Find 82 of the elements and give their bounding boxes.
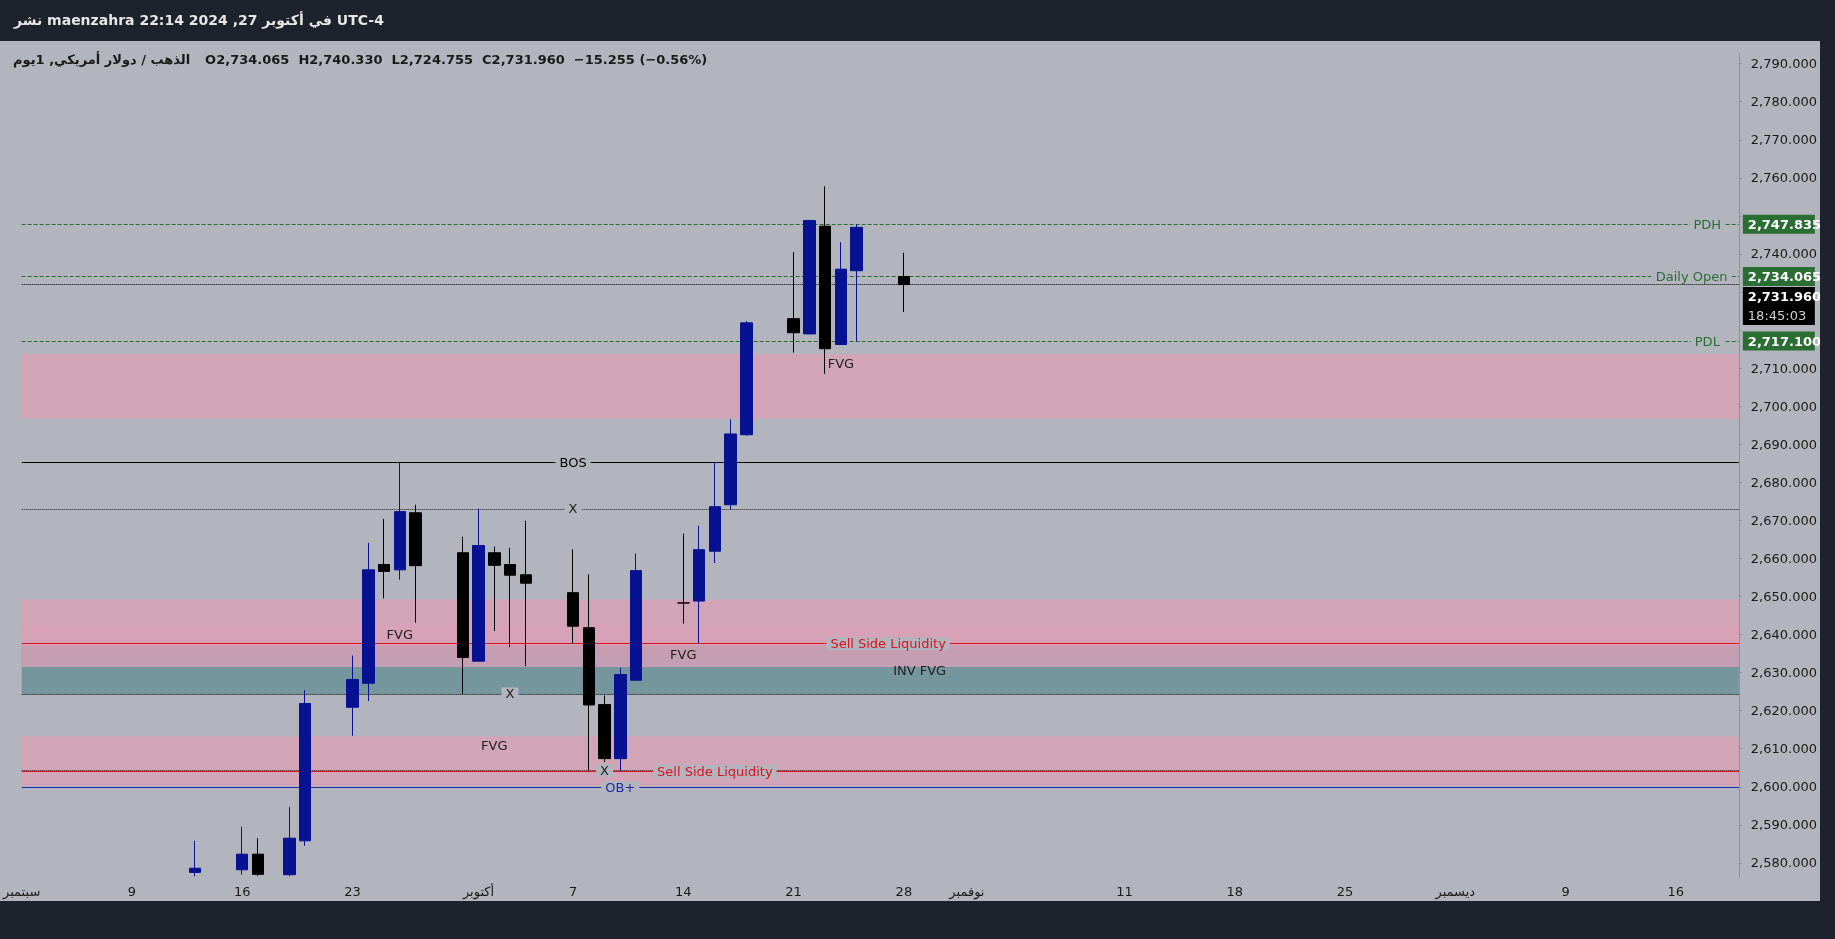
annotation: PDL bbox=[1694, 333, 1721, 349]
candlestick bbox=[362, 542, 375, 702]
y-tick-label: 2,740.000 bbox=[1750, 246, 1818, 262]
candlestick bbox=[252, 837, 264, 877]
y-tick-label: 2,670.000 bbox=[1750, 512, 1818, 528]
annotation: FVG bbox=[386, 626, 413, 642]
candlestick bbox=[472, 508, 485, 662]
candlestick bbox=[299, 689, 311, 847]
x-tick-label: 7 bbox=[568, 884, 578, 899]
annotation: FVG bbox=[827, 356, 855, 372]
candlestick bbox=[520, 520, 532, 667]
annotation: Sell Side Liquidity bbox=[657, 763, 773, 779]
candlestick bbox=[378, 518, 390, 599]
candlestick bbox=[236, 826, 248, 876]
candlestick bbox=[614, 667, 627, 772]
annotation: BOS bbox=[559, 454, 587, 470]
annotation: FVG bbox=[670, 647, 697, 663]
y-tick-label: 2,600.000 bbox=[1750, 779, 1818, 795]
x-tick-label: 16 bbox=[1667, 884, 1685, 899]
annotation: X bbox=[505, 686, 515, 702]
candlestick bbox=[488, 546, 501, 632]
x-tick-label: سبتمبر bbox=[2, 884, 41, 900]
candlestick bbox=[409, 504, 422, 624]
candlestick bbox=[189, 840, 201, 877]
x-tick-label: 9 bbox=[1561, 884, 1570, 899]
x-tick-label: 21 bbox=[785, 884, 802, 899]
annotation: OB+ bbox=[605, 780, 636, 796]
y-tick-label: 2,660.000 bbox=[1750, 550, 1818, 566]
candlestick bbox=[598, 694, 611, 763]
candlestick bbox=[803, 219, 816, 335]
x-tick-label: 11 bbox=[1116, 884, 1133, 899]
candlestick bbox=[567, 548, 579, 645]
annotation: X bbox=[568, 501, 578, 517]
candlestick bbox=[850, 223, 863, 342]
y-tick-label: 2,640.000 bbox=[1750, 627, 1818, 643]
annotation: X bbox=[600, 762, 610, 778]
candlestick bbox=[693, 525, 705, 645]
candlestick bbox=[740, 320, 753, 437]
x-tick-label: 28 bbox=[895, 884, 913, 899]
annotation: Daily Open bbox=[1655, 269, 1728, 285]
x-tick-label: 9 bbox=[127, 884, 137, 899]
chart-subtitle: O2,734.065 H2,740.330 L2,724.755 C2,731.960 −15.255 (−0.56%) bbox=[205, 51, 708, 67]
x-tick-label: 23 bbox=[344, 884, 361, 899]
y-tick-label: 2,590.000 bbox=[1750, 817, 1818, 833]
y-tick-label: 2,710.000 bbox=[1750, 360, 1818, 376]
y-tick-label: 2,610.000 bbox=[1750, 741, 1818, 757]
x-tick-label: 14 bbox=[675, 884, 692, 899]
y-tick-label: 2,760.000 bbox=[1750, 170, 1818, 186]
candlestick bbox=[457, 536, 469, 695]
y-tick-label: 2,770.000 bbox=[1750, 132, 1818, 148]
chart-title: الذهب / دولار أمريكي, 1يوم bbox=[13, 50, 191, 68]
annotation: FVG bbox=[481, 738, 508, 754]
y-tick-label: 2,680.000 bbox=[1750, 474, 1818, 490]
y-tick-label: 2,650.000 bbox=[1750, 589, 1818, 604]
candlestick bbox=[283, 806, 296, 877]
x-tick-label: ديسمبر bbox=[1434, 884, 1476, 900]
x-tick-label: 18 bbox=[1226, 884, 1243, 899]
candlestick bbox=[346, 654, 359, 737]
y-tick-label: 2,700.000 bbox=[1750, 398, 1818, 414]
x-tick-label: 25 bbox=[1336, 884, 1354, 899]
candlestick bbox=[724, 418, 737, 511]
annotation: Sell Side Liquidity bbox=[830, 636, 947, 652]
y-tick-label: 2,630.000 bbox=[1750, 665, 1818, 681]
y-tick-label: 2,620.000 bbox=[1750, 703, 1818, 719]
text: 18:45:03 bbox=[1747, 308, 1807, 324]
text: نشر maenzahra في أكتوبر 27, 2024 22:14 UTC-4 bbox=[14, 12, 384, 28]
y-tick-label: 2,690.000 bbox=[1750, 436, 1818, 452]
candlestick bbox=[583, 573, 595, 772]
x-tick-label: أكتوبر bbox=[461, 883, 495, 900]
candlestick bbox=[677, 533, 690, 625]
y-tick-label: 2,580.000 bbox=[1750, 855, 1818, 871]
candlestick bbox=[504, 547, 516, 648]
candlestick bbox=[394, 461, 406, 581]
y-tick-label: 2,790.000 bbox=[1750, 56, 1818, 72]
x-tick-label: 16 bbox=[233, 884, 251, 899]
candlestick bbox=[630, 552, 642, 681]
candlestick bbox=[835, 241, 847, 346]
y-tick-label: 2,780.000 bbox=[1750, 94, 1818, 110]
x-tick-label: نوفمبر bbox=[948, 884, 985, 900]
annotation: PDH bbox=[1693, 216, 1722, 232]
candlestick bbox=[709, 461, 721, 564]
annotation: INV FVG bbox=[893, 662, 947, 678]
